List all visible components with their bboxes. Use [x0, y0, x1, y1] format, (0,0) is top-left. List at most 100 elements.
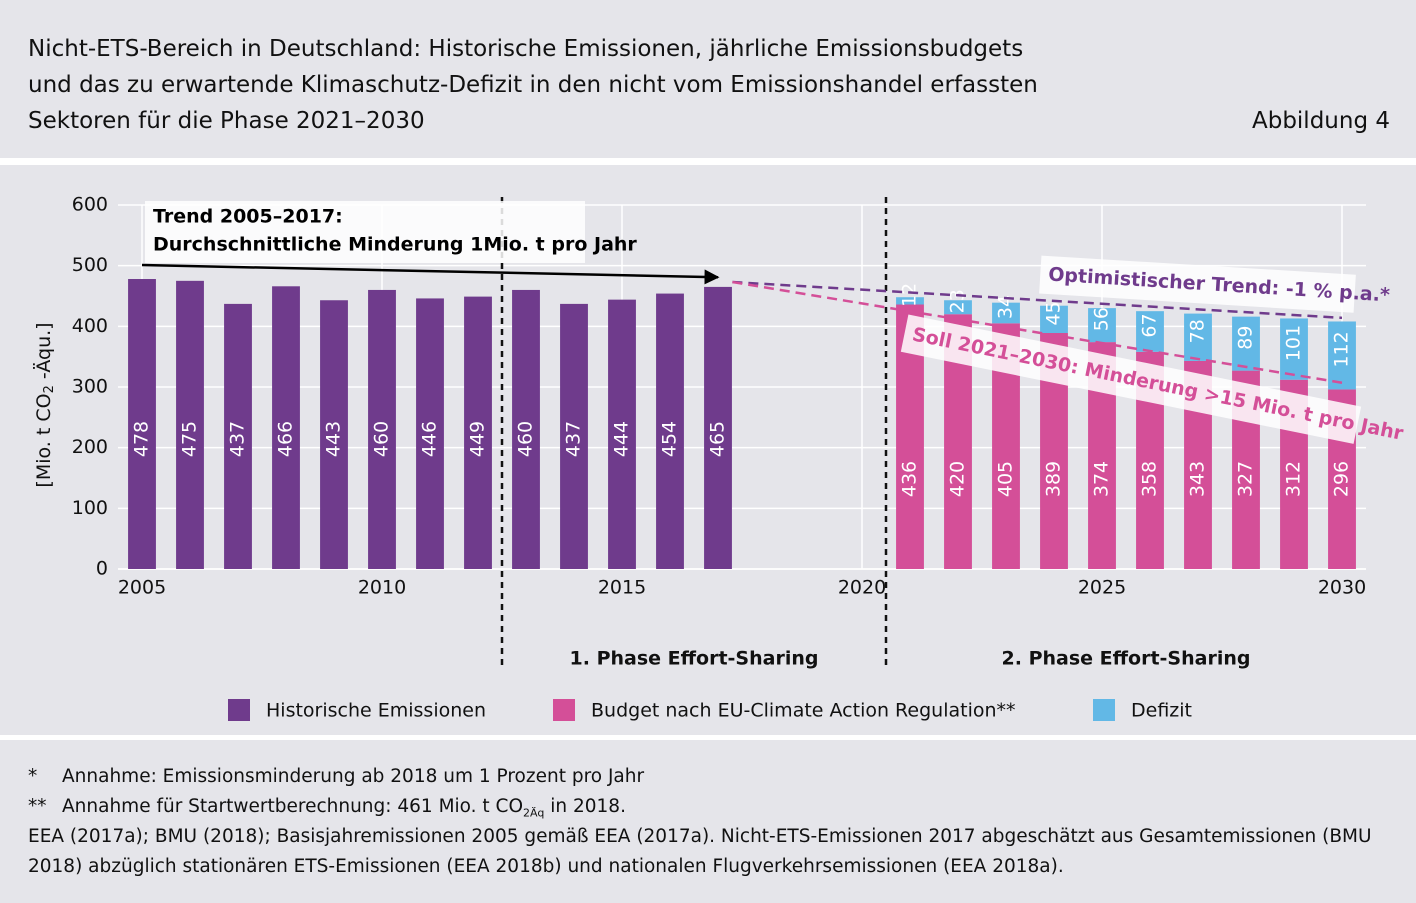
bar [704, 286, 732, 569]
footnote-text: in 2018. [544, 796, 626, 817]
legend-swatch [1093, 699, 1115, 721]
title-line: und das zu erwartende Klimaschutz-Defizi… [28, 72, 1038, 98]
value-label: 465 [707, 421, 729, 457]
value-label: 56 [1091, 307, 1113, 331]
value-label: 34 [995, 295, 1017, 319]
value-label: 112 [1331, 331, 1353, 367]
legend-label: Historische Emissionen [266, 700, 486, 722]
bar [1328, 321, 1356, 390]
y-axis-label: [Mio. t CO2 -Äqu.] [32, 322, 57, 487]
value-label: 446 [419, 421, 441, 457]
y-label-part: [Mio. t CO [33, 393, 55, 487]
y-tick-label: 0 [96, 558, 108, 580]
footnote-marker: * [28, 766, 38, 787]
annotation-box [1039, 255, 1356, 313]
value-label: 101 [1283, 325, 1305, 361]
legend-swatch [553, 699, 575, 721]
y-label-sub: 2 [42, 385, 57, 393]
footnote-sub: 2Äq [523, 806, 545, 820]
trend-line [732, 280, 1343, 384]
trend-line [732, 280, 1343, 320]
annotation-box [900, 314, 1362, 444]
footnote-marker: ** [28, 796, 47, 817]
value-label: 460 [515, 421, 537, 457]
value-label: 436 [899, 461, 921, 497]
value-label: 23 [947, 289, 969, 313]
bar [272, 286, 300, 569]
value-label: 443 [323, 421, 345, 457]
y-tick-label: 100 [72, 497, 108, 519]
title-line: Sektoren für die Phase 2021–2030 [28, 108, 425, 134]
chart: [Mio. t CO2 -Äqu.] 0 100 200 300 400 500 600 20… [0, 165, 1416, 735]
bar [320, 300, 348, 569]
value-label: 444 [611, 421, 633, 457]
value-label: 437 [227, 421, 249, 457]
value-label: 343 [1187, 461, 1209, 497]
header: Nicht-ETS-Bereich in Deutschland: Histor… [0, 0, 1416, 158]
y-tick-label: 300 [72, 376, 108, 398]
value-label: 478 [131, 421, 153, 457]
x-tick-label: 2030 [1318, 577, 1366, 599]
y-tick-label: 400 [72, 315, 108, 337]
bar [896, 297, 924, 305]
legend-swatch [228, 699, 250, 721]
x-tick-label: 2005 [118, 577, 166, 599]
title-line: Nicht-ETS-Bereich in Deutschland: Histor… [28, 36, 1024, 62]
value-label: 374 [1091, 461, 1113, 497]
bar [368, 289, 396, 569]
value-label: 437 [563, 421, 585, 457]
value-label: 449 [467, 421, 489, 457]
y-tick-label: 500 [72, 254, 108, 276]
bar [464, 296, 492, 569]
bar [1136, 311, 1164, 352]
value-label: 454 [659, 421, 681, 457]
value-label: 405 [995, 461, 1017, 497]
source-line: EEA (2017a); BMU (2018); Basisjahremissi… [28, 826, 1372, 847]
bar [608, 299, 636, 569]
value-label: 389 [1043, 461, 1065, 497]
bar [1040, 305, 1068, 334]
value-label: 420 [947, 461, 969, 497]
value-label: 78 [1187, 319, 1209, 343]
footnote-text: Annahme: Emissionsminderung ab 2018 um 1… [62, 766, 645, 787]
bar [1184, 313, 1212, 361]
bar [1088, 308, 1116, 343]
phase-label: 1. Phase Effort-Sharing [570, 648, 819, 670]
footnote: ** Annahme für Startwertberechnung: 461 M… [28, 796, 626, 820]
bar [1280, 318, 1308, 380]
value-label: 466 [275, 421, 297, 457]
x-tick-label: 2015 [598, 577, 646, 599]
x-tick-label: 2010 [358, 577, 406, 599]
value-label: 12 [899, 283, 921, 307]
legend-label: Defizit [1131, 700, 1192, 722]
value-label: 327 [1235, 461, 1257, 497]
bar [560, 303, 588, 569]
footnote-text: Annahme für Startwertberechnung: 461 Mio… [62, 796, 524, 817]
figure-label: Abbildung 4 [1251, 108, 1390, 134]
y-label-part: -Äqu.] [32, 322, 55, 385]
footnote: * Annahme: Emissionsminderung ab 2018 um … [28, 766, 644, 787]
value-label: 358 [1139, 461, 1161, 497]
trend-line [141, 263, 720, 285]
bar [128, 279, 156, 569]
x-tick-label: 2025 [1078, 577, 1126, 599]
bar [992, 302, 1020, 324]
bar [512, 289, 540, 569]
annotation-text: Durchschnittliche Minderung 1Mio. t pro … [153, 234, 637, 256]
annotation-text: Trend 2005–2017: [153, 206, 343, 228]
bar [1232, 316, 1260, 371]
annotation-box [145, 201, 585, 263]
bar [656, 293, 684, 569]
phase-label: 2. Phase Effort-Sharing [1002, 648, 1251, 670]
source-line: 2018) abzüglich stationären ETS-Emission… [28, 856, 1064, 877]
bar [944, 300, 972, 315]
value-label: 312 [1283, 461, 1305, 497]
value-label: 67 [1139, 313, 1161, 337]
value-label: 296 [1331, 461, 1353, 497]
x-tick-label: 2020 [838, 577, 886, 599]
bar [416, 298, 444, 569]
bar [176, 280, 204, 569]
bar [224, 303, 252, 569]
y-tick-label: 200 [72, 436, 108, 458]
